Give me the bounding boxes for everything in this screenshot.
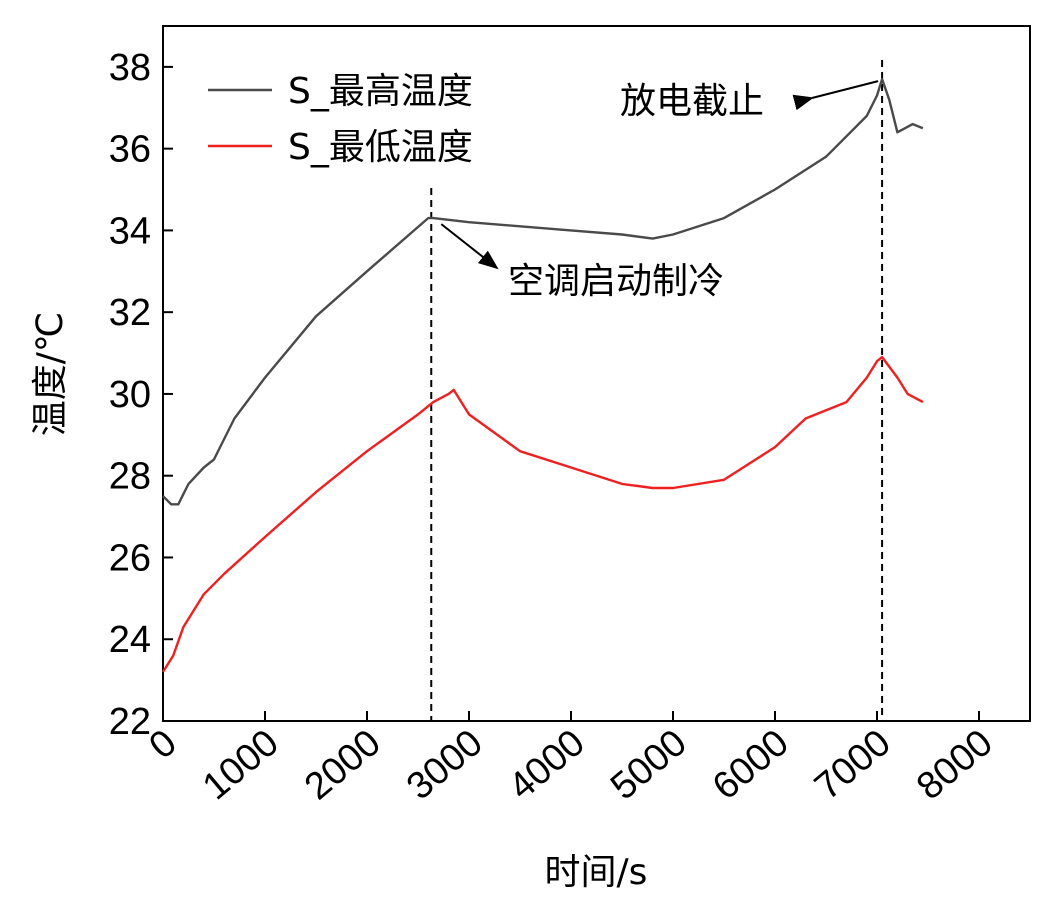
plot-frame	[162, 25, 1031, 722]
y-tick-label: 32	[109, 292, 151, 334]
annotation-label: 空调启动制冷	[508, 261, 724, 302]
y-tick-label: 22	[109, 701, 151, 743]
y-tick-label: 24	[109, 619, 151, 661]
x-tick-label: 5000	[603, 722, 695, 809]
reference-lines	[430, 60, 884, 721]
y-tick-label: 36	[109, 129, 151, 171]
y-axis-title: 温度/℃	[30, 312, 71, 437]
y-tick-label: 34	[109, 210, 151, 252]
y-tick-label: 26	[109, 537, 151, 579]
x-tick-label: 3000	[399, 722, 491, 809]
y-tick-label: 30	[109, 374, 151, 416]
series-line-max-temp	[162, 77, 924, 506]
series-group	[161, 77, 924, 673]
x-axis: 0 1000 2000 3000 4000 5000 6000 7000 8000	[142, 711, 1001, 808]
legend-label: S_最高温度	[288, 71, 473, 112]
legend-label: S_最低温度	[288, 127, 473, 168]
y-axis: 22 24 26 28 30 32 34 36 38	[109, 47, 173, 743]
x-tick-label: 2000	[297, 722, 389, 809]
x-tick-label: 7000	[807, 722, 899, 809]
x-axis-title: 时间/s	[545, 852, 648, 893]
annotation-arrow	[440, 223, 499, 270]
legend: S_最高温度 S_最低温度	[208, 71, 473, 168]
x-tick-label: 4000	[501, 722, 593, 809]
annotation-label: 放电截止	[620, 81, 764, 122]
y-tick-label: 28	[109, 456, 151, 498]
x-tick-label: 1000	[195, 722, 287, 809]
series-line-min-temp	[161, 355, 924, 673]
x-tick-label: 6000	[705, 722, 797, 809]
y-tick-label: 38	[109, 47, 151, 89]
annotation-arrow	[792, 80, 879, 111]
x-tick-label: 8000	[909, 722, 1001, 809]
